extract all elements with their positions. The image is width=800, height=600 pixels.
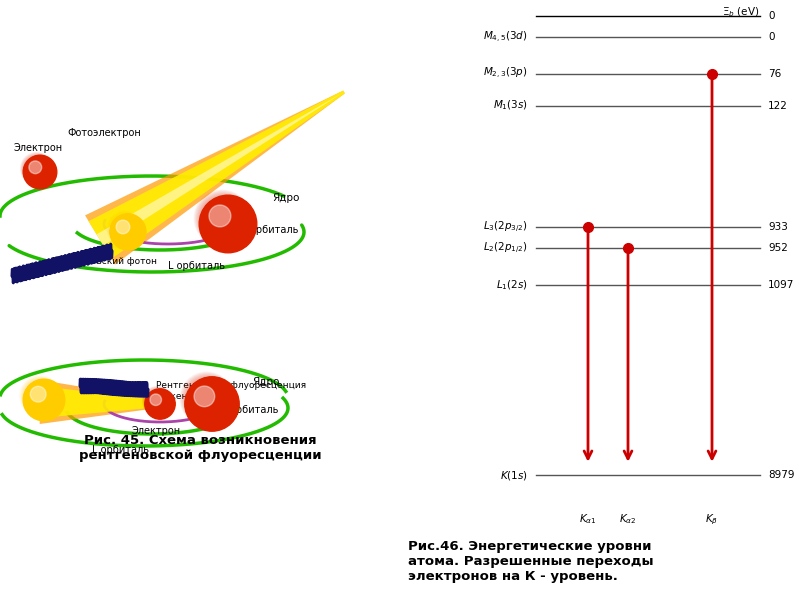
Text: К орбиталь: К орбиталь [220,405,278,415]
Text: L орбиталь: L орбиталь [91,445,149,455]
Text: 122: 122 [768,101,788,110]
Text: $M_{4,5} (3d)$: $M_{4,5} (3d)$ [483,29,528,44]
Text: 76: 76 [768,69,782,79]
Text: Ядро: Ядро [252,377,279,387]
Text: $L_2 (2p_{1/2})$: $L_2 (2p_{1/2})$ [483,241,528,256]
Text: (такенинг): (такенинг) [156,392,208,401]
Text: $M_1 (3s)$: $M_1 (3s)$ [493,99,528,112]
Text: 0: 0 [768,11,774,21]
Polygon shape [89,91,345,259]
Text: 952: 952 [768,243,788,253]
Text: Электрон: Электрон [14,143,62,153]
Text: 8979: 8979 [768,470,794,480]
Text: Рентгеновский фотон: Рентгеновский фотон [52,257,157,266]
Text: К орбиталь: К орбиталь [240,225,298,235]
Text: L орбиталь: L орбиталь [168,261,225,271]
Circle shape [209,205,231,227]
Text: 1097: 1097 [768,280,794,290]
Circle shape [199,195,257,253]
Text: Рентгеновская флуоресценция: Рентгеновская флуоресценция [156,381,306,390]
Circle shape [30,386,46,402]
Polygon shape [40,380,176,424]
Text: $K_{\alpha 2}$: $K_{\alpha 2}$ [619,512,637,526]
Text: $K_{\beta}$: $K_{\beta}$ [706,512,718,527]
Text: Электрон: Электрон [132,426,181,436]
Circle shape [29,161,42,173]
Text: Фотоэлектрон: Фотоэлектрон [67,128,141,138]
Circle shape [145,389,175,419]
Polygon shape [97,92,344,245]
Text: $K_{\alpha 1}$: $K_{\alpha 1}$ [579,512,597,526]
Text: $M_{2,3} (3p)$: $M_{2,3} (3p)$ [483,67,528,82]
Circle shape [194,386,214,407]
Text: 0: 0 [768,32,774,42]
Circle shape [23,379,65,421]
Polygon shape [85,91,345,265]
Text: $K (1s)$: $K (1s)$ [500,469,528,482]
Circle shape [150,394,162,406]
Circle shape [116,220,130,234]
Circle shape [23,155,57,189]
Circle shape [185,377,239,431]
Text: $\Xi_b$ (eV): $\Xi_b$ (eV) [722,5,760,19]
Text: $L_3 (2p_{3/2})$: $L_3 (2p_{3/2})$ [483,220,528,235]
Text: 933: 933 [768,222,788,232]
Text: Ядро: Ядро [272,193,299,203]
Polygon shape [40,386,176,418]
Circle shape [110,214,146,250]
Text: Рис.46. Энергетические уровни
атома. Разрешенные переходы
электронов на К - уров: Рис.46. Энергетические уровни атома. Раз… [408,540,654,583]
Text: Рис. 45. Схема возникновения
рентгеновской флуоресценции: Рис. 45. Схема возникновения рентгеновск… [78,434,322,462]
Text: $L_1 (2s)$: $L_1 (2s)$ [496,278,528,292]
